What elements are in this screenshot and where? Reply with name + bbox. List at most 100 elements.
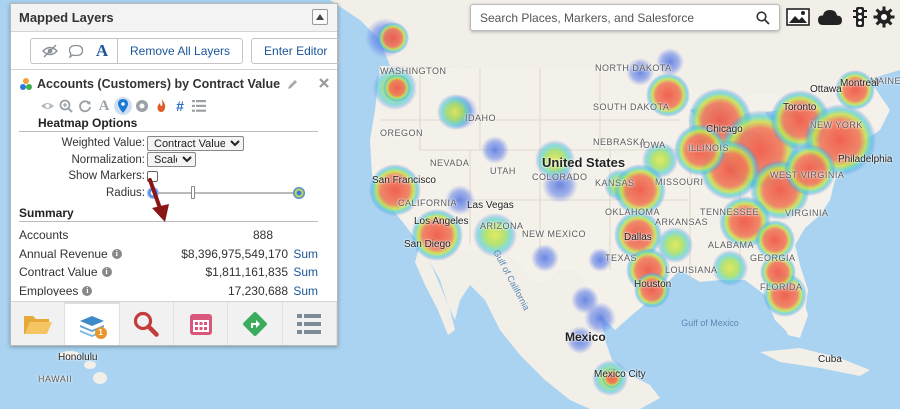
map-label-new-mexico: NEW MEXICO	[522, 229, 587, 239]
refresh-icon[interactable]	[76, 97, 94, 115]
label-icon[interactable]: A	[98, 97, 110, 114]
zoom-in-icon[interactable]	[57, 97, 75, 115]
summary-value: $8,396,975,549,170	[181, 246, 288, 261]
search-icon[interactable]	[751, 6, 775, 30]
radius-label: Radius:	[106, 186, 145, 199]
map-label-las-vegas: Las Vegas	[467, 200, 514, 211]
info-icon[interactable]: i	[101, 267, 112, 278]
map-label-illinois: ILLINOIS	[688, 143, 730, 153]
remove-all-layers-button[interactable]: Remove All Layers	[117, 38, 234, 63]
map-label-san-francisco: San Francisco	[372, 175, 436, 186]
list-icon[interactable]	[190, 97, 208, 115]
normalization-select[interactable]: Scaled	[147, 152, 196, 168]
layer-action-icons: A #	[19, 96, 328, 116]
hash-icon[interactable]: #	[176, 98, 184, 114]
traffic-light-icon[interactable]	[848, 6, 872, 28]
map-label-maine: MAINE	[870, 76, 900, 86]
hide-icon[interactable]	[39, 40, 61, 62]
panel-title: Mapped Layers	[19, 10, 114, 25]
layer-name: Accounts (Customers) by Contract Value	[37, 77, 281, 91]
chevron-up-icon	[316, 14, 324, 20]
heatmap-options-title: Heatmap Options	[19, 116, 318, 132]
tab-folders[interactable]	[11, 302, 66, 345]
search-bar[interactable]	[470, 4, 780, 31]
chat-bubble-icon[interactable]	[65, 40, 87, 62]
cloud-icon[interactable]	[816, 6, 844, 28]
layer-type-icon	[20, 78, 32, 90]
panel-tabs: 1	[11, 301, 337, 345]
map-label-missouri: MISSOURI	[655, 177, 704, 187]
marker-icon[interactable]	[114, 97, 132, 115]
map-label-arkansas: ARKANSAS	[655, 217, 709, 227]
folder-icon	[23, 315, 52, 334]
tab-mapped-layers[interactable]: 1	[65, 302, 120, 345]
gear-icon[interactable]	[872, 6, 896, 28]
map-label-nevada: NEVADA	[430, 158, 470, 168]
info-icon[interactable]: i	[111, 248, 122, 259]
map-label-kansas: KANSAS	[595, 178, 635, 188]
summary-label: Employees	[19, 283, 79, 296]
route-icon	[243, 311, 267, 336]
weighted-value-select[interactable]: Contract Value	[147, 135, 244, 151]
close-icon[interactable]	[317, 76, 331, 90]
tab-calendar[interactable]	[173, 302, 229, 345]
pencil-icon[interactable]	[286, 78, 299, 91]
layers-toolbar: A Remove All Layers Enter Editor	[11, 32, 341, 70]
map-label-nebraska: NEBRASKA	[593, 137, 647, 147]
summary-row: Contract Value i $1,811,161,835 Sum	[19, 263, 318, 282]
normalization-label: Normalization:	[71, 153, 146, 166]
layers-count-badge: 1	[94, 327, 107, 339]
map-label-montreal: Montreal	[840, 78, 879, 89]
summary-row: Employees i 17,230,688 Sum	[19, 282, 318, 296]
radius-row: Radius:	[19, 185, 328, 202]
image-icon[interactable]	[786, 6, 810, 28]
weighted-value-row: Weighted Value: Contract Value	[19, 135, 328, 152]
map-label-oregon: OREGON	[380, 128, 424, 138]
map-label-florida: FLORIDA	[760, 282, 803, 292]
tab-search[interactable]	[119, 302, 174, 345]
map-label-mexico-city: Mexico City	[594, 369, 646, 380]
radius-max-icon	[293, 186, 305, 199]
map-label-tennessee: TENNESSEE	[700, 207, 760, 217]
normalization-row: Normalization: Scaled	[19, 152, 328, 169]
text-label-icon[interactable]: A	[95, 40, 109, 60]
map-label-los-angeles: Los Angeles	[414, 216, 469, 227]
map-label-utah: UTAH	[490, 166, 516, 176]
map-label-georgia: GEORGIA	[750, 253, 796, 263]
list-view-icon	[297, 313, 322, 334]
mapped-layers-panel: Mapped Layers A Remove All Layers Enter …	[10, 3, 341, 346]
map-label-honolulu: Honolulu	[58, 352, 98, 363]
map-label-chicago: Chicago	[706, 124, 743, 135]
heatmap-flame-icon[interactable]	[152, 97, 170, 115]
show-markers-row: Show Markers:	[19, 168, 328, 185]
info-icon[interactable]: i	[82, 285, 93, 296]
summary-link[interactable]: Sum	[293, 265, 318, 280]
tab-list[interactable]	[282, 302, 337, 345]
map-label-virginia: VIRGINIA	[785, 208, 829, 218]
summary-label: Contract Value	[19, 265, 98, 280]
summary-link[interactable]: Sum	[293, 246, 318, 261]
map-label-hawaii: HAWAII	[38, 374, 73, 384]
collapse-button[interactable]	[312, 9, 328, 25]
show-markers-label: Show Markers:	[68, 170, 145, 183]
target-icon[interactable]	[133, 97, 151, 115]
map-label-louisiana: LOUISIANA	[665, 265, 718, 275]
slider-thumb[interactable]	[191, 185, 196, 199]
map-label-united-states: United States	[542, 155, 626, 170]
map-label-dallas: Dallas	[624, 232, 652, 243]
enter-editor-button[interactable]: Enter Editor	[251, 37, 341, 64]
summary-row: Accounts 888	[19, 226, 318, 245]
summary-value: 888	[252, 228, 273, 243]
eye-icon[interactable]	[38, 97, 56, 115]
map-label-houston: Houston	[634, 279, 672, 290]
toolbar-button-group: A Remove All Layers	[30, 37, 244, 64]
layer-header: Accounts (Customers) by Contract Value	[19, 72, 328, 96]
summary-link[interactable]: Sum	[293, 283, 318, 296]
map-label-california: CALIFORNIA	[398, 198, 458, 208]
search-tab-icon	[134, 311, 160, 337]
tab-routes[interactable]	[228, 302, 283, 345]
map-label-mexico: Mexico	[565, 330, 606, 344]
search-input[interactable]	[471, 5, 751, 30]
map-label-toronto: Toronto	[783, 102, 817, 113]
